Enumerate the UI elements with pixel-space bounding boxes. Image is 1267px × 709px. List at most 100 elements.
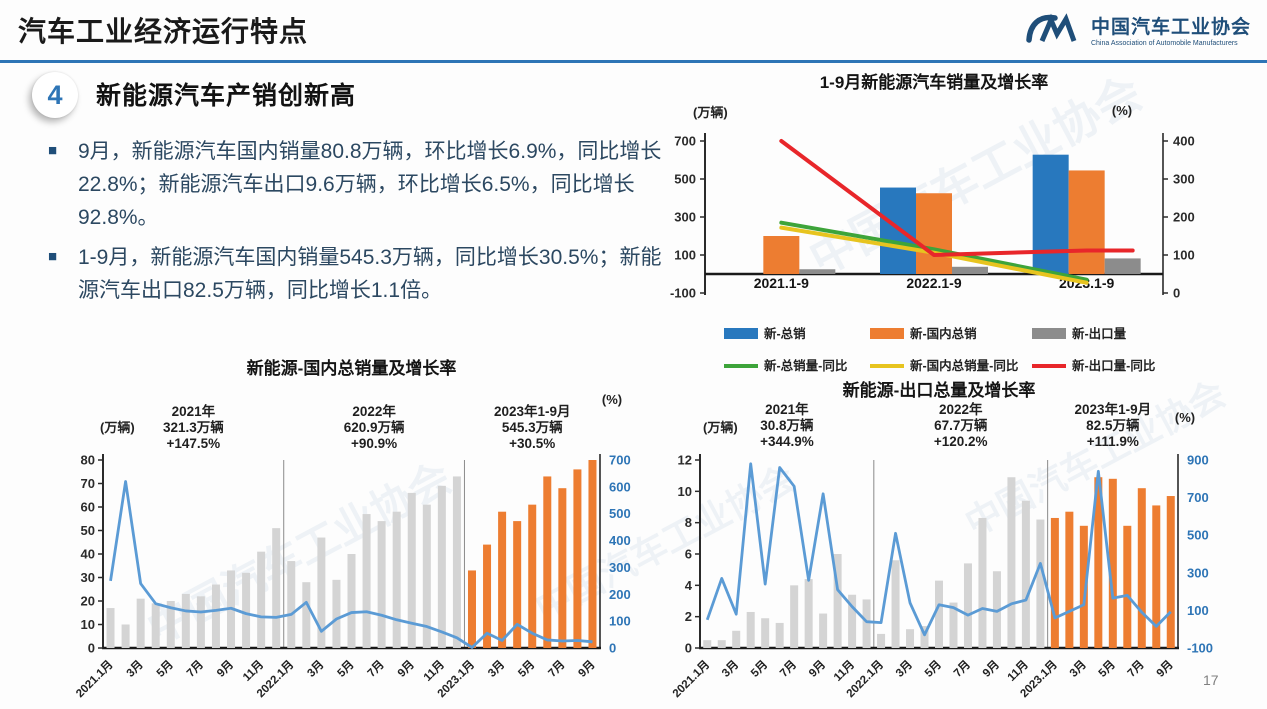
legend-label: 新-国内总销 bbox=[910, 326, 977, 341]
bar bbox=[543, 476, 552, 648]
bar bbox=[916, 193, 952, 274]
right-axis-unit-label: (%) bbox=[1175, 410, 1195, 425]
bar bbox=[347, 554, 356, 648]
x-tick-label: 9月 bbox=[806, 658, 828, 680]
bar bbox=[1032, 154, 1069, 274]
bar bbox=[407, 492, 416, 648]
x-tick-label: 9月 bbox=[980, 658, 1002, 680]
x-tick-label: 3月 bbox=[719, 658, 741, 680]
bar bbox=[819, 613, 828, 648]
x-tick-label: 3月 bbox=[1067, 658, 1089, 680]
bar bbox=[452, 476, 461, 648]
chart-nev-summary: 1-9月新能源汽车销量及增长率 (万辆) (%) 700 500 300 100 -100 40… bbox=[660, 66, 1255, 388]
caam-logo-text: 中国汽车工业协会 China Association of Automobile… bbox=[1091, 12, 1251, 47]
growth-line bbox=[109, 480, 593, 649]
bar bbox=[467, 570, 476, 648]
bar bbox=[422, 504, 431, 648]
bar bbox=[196, 596, 205, 648]
bar bbox=[1104, 258, 1141, 274]
section-number-badge: 4 bbox=[32, 72, 78, 118]
bar bbox=[136, 598, 145, 648]
bar bbox=[761, 618, 770, 648]
left-tick-label: 70 bbox=[81, 476, 95, 491]
right-axis-unit-label: (%) bbox=[602, 392, 622, 407]
year-annotation: 2022年 620.9万辆+90.9% bbox=[344, 403, 405, 451]
category-label: 2021.1-9 bbox=[754, 275, 809, 291]
bar bbox=[775, 622, 784, 648]
chart-nev-domestic-monthly: 新能源-国内总销量及增长率 (万辆) (%) 80 70 60 50 40 30 20 10 0 700… bbox=[60, 352, 642, 709]
left-tick-label: 60 bbox=[81, 500, 95, 515]
bar bbox=[1079, 525, 1088, 648]
caam-logo-mark-icon bbox=[1026, 12, 1077, 43]
bar bbox=[483, 544, 492, 648]
bar bbox=[272, 528, 281, 648]
right-tick-label: 900 bbox=[1187, 453, 1209, 468]
x-tick-label: 3月 bbox=[124, 658, 146, 680]
bar bbox=[717, 640, 726, 648]
right-tick-label: 700 bbox=[609, 453, 631, 468]
bar bbox=[1065, 511, 1074, 648]
bar bbox=[804, 579, 813, 648]
chart-title: 1-9月新能源汽车销量及增长率 bbox=[820, 72, 1049, 92]
bar bbox=[880, 187, 916, 274]
x-tick-label: 3月 bbox=[305, 658, 327, 680]
x-tick-label: 5月 bbox=[154, 658, 176, 680]
bullet-list: 9月，新能源汽车国内销量80.8万辆，环比增长6.9%，同比增长22.8%；新能… bbox=[46, 136, 674, 316]
right-axis-unit-label: (%) bbox=[1112, 103, 1132, 118]
bar bbox=[992, 571, 1001, 648]
bar bbox=[848, 594, 857, 648]
right-tick-label: 0 bbox=[1173, 286, 1180, 301]
x-tick-label: 11月 bbox=[831, 658, 857, 684]
caam-logo-name-en: China Association of Automobile Manufact… bbox=[1090, 40, 1238, 47]
bar bbox=[1007, 477, 1016, 648]
left-tick-label: 50 bbox=[81, 523, 95, 538]
left-tick-label: 12 bbox=[678, 453, 692, 468]
bar bbox=[949, 602, 958, 648]
right-tick-label: 100 bbox=[1187, 603, 1209, 618]
page-number: 17 bbox=[1203, 672, 1219, 688]
bar bbox=[763, 236, 800, 274]
year-annotation: 2023年1-9月 82.5万辆+111.9% bbox=[1075, 401, 1152, 449]
x-tick-label: 7月 bbox=[1125, 658, 1147, 680]
year-annotation: 2021年 321.3万辆+147.5% bbox=[163, 403, 224, 451]
bar bbox=[528, 504, 537, 648]
legend-label: 新-出口量 bbox=[1072, 326, 1127, 341]
right-tick-label: 200 bbox=[1173, 210, 1195, 225]
bar bbox=[833, 554, 842, 648]
left-tick-label: 100 bbox=[674, 248, 696, 263]
bullet-item: 9月，新能源汽车国内销量80.8万辆，环比增长6.9%，同比增长22.8%；新能… bbox=[46, 136, 674, 234]
left-tick-label: 20 bbox=[81, 594, 95, 609]
x-tick-label: 5月 bbox=[516, 658, 538, 680]
bar bbox=[437, 485, 446, 648]
left-tick-label: 500 bbox=[674, 172, 696, 187]
left-tick-label: 6 bbox=[685, 547, 692, 562]
right-tick-label: 400 bbox=[1173, 134, 1195, 149]
growth-line bbox=[779, 220, 1089, 282]
x-tick-label: 7月 bbox=[365, 658, 387, 680]
right-tick-label: -100 bbox=[1187, 641, 1213, 656]
chart-title: 新能源-国内总销量及增长率 bbox=[247, 358, 457, 378]
legend-swatch bbox=[870, 328, 904, 339]
bullet-item: 1-9月，新能源汽车国内销量545.3万辆，同比增长30.5%；新能源汽车出口8… bbox=[46, 242, 674, 308]
bar bbox=[920, 626, 929, 648]
right-tick-label: 100 bbox=[609, 614, 631, 629]
bar bbox=[242, 572, 251, 648]
year-annotation: 2022年 67.7万辆+120.2% bbox=[934, 401, 988, 449]
right-tick-label: 700 bbox=[1187, 490, 1209, 505]
left-axis-unit-label: (万辆) bbox=[100, 420, 135, 435]
left-tick-label: 300 bbox=[674, 210, 696, 225]
caam-logo-name-cn: 中国汽车工业协会 bbox=[1090, 17, 1251, 38]
bar bbox=[1166, 496, 1175, 648]
bar bbox=[211, 584, 220, 648]
bar bbox=[703, 640, 712, 648]
left-tick-label: 8 bbox=[685, 515, 692, 530]
bar bbox=[121, 624, 130, 648]
bar bbox=[906, 629, 915, 648]
bar bbox=[799, 269, 836, 274]
left-axis-unit-label: (万辆) bbox=[693, 105, 728, 120]
right-tick-label: 300 bbox=[1173, 172, 1195, 187]
bar bbox=[1050, 517, 1059, 648]
bar bbox=[588, 460, 597, 648]
x-tick-label: 2021.1月 bbox=[670, 658, 712, 700]
bar bbox=[287, 561, 296, 648]
